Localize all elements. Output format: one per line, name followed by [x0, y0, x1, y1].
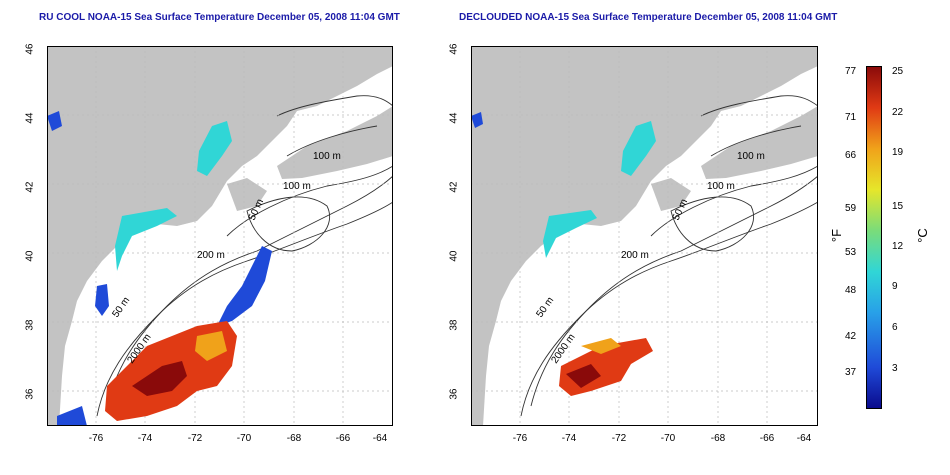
- bathymetry-contours: [96, 95, 393, 417]
- lat-tick: 44: [448, 112, 460, 124]
- lon-tick: -66: [759, 433, 775, 444]
- fahrenheit-tick: 37: [845, 367, 857, 378]
- sst-data-layer: [47, 111, 272, 426]
- fahrenheit-tick: 53: [845, 247, 857, 258]
- celsius-tick: 9: [892, 281, 898, 292]
- celsius-unit-label: °C: [914, 228, 930, 243]
- lat-tick: 38: [24, 319, 36, 331]
- lat-tick: 40: [24, 250, 36, 262]
- fahrenheit-tick: 77: [845, 66, 857, 77]
- celsius-tick: 15: [892, 201, 904, 212]
- lat-tick: 38: [448, 319, 460, 331]
- sst-map-declouded: 100 m 100 m 50 m 200 m 50 m 2000 m: [471, 46, 818, 426]
- fahrenheit-tick: 42: [845, 331, 857, 342]
- lon-tick: -66: [335, 433, 351, 444]
- celsius-tick: 25: [892, 66, 904, 77]
- lon-tick: -72: [611, 433, 627, 444]
- lon-tick: -70: [660, 433, 676, 444]
- lat-tick: 42: [24, 181, 36, 193]
- lon-tick: -64: [796, 433, 812, 444]
- celsius-tick: 3: [892, 363, 898, 374]
- svg-text:100 m: 100 m: [707, 181, 735, 192]
- celsius-tick: 22: [892, 107, 904, 118]
- lon-tick: -76: [88, 433, 104, 444]
- svg-text:100 m: 100 m: [313, 151, 341, 162]
- fahrenheit-unit-label: °F: [829, 228, 845, 243]
- celsius-tick: 6: [892, 322, 898, 333]
- colorbar: [866, 66, 882, 409]
- svg-text:200 m: 200 m: [197, 250, 225, 261]
- lon-tick: -74: [137, 433, 153, 444]
- land-mass: [471, 46, 818, 426]
- fahrenheit-tick: 48: [845, 285, 857, 296]
- right-map-title: DECLOUDED NOAA-15 Sea Surface Temperatur…: [459, 12, 838, 23]
- lon-tick: -74: [561, 433, 577, 444]
- celsius-tick: 12: [892, 241, 904, 252]
- lat-tick: 36: [448, 388, 460, 400]
- lat-tick: 46: [448, 43, 460, 55]
- fahrenheit-tick: 59: [845, 203, 857, 214]
- fahrenheit-tick: 66: [845, 150, 857, 161]
- svg-text:100 m: 100 m: [737, 151, 765, 162]
- lat-tick: 46: [24, 43, 36, 55]
- left-map-title: RU COOL NOAA-15 Sea Surface Temperature …: [39, 12, 400, 23]
- lon-tick: -70: [236, 433, 252, 444]
- lat-tick: 36: [24, 388, 36, 400]
- bathymetry-contours: [520, 95, 818, 417]
- land-mass: [47, 46, 393, 426]
- svg-text:200 m: 200 m: [621, 250, 649, 261]
- lat-tick: 40: [448, 250, 460, 262]
- fahrenheit-tick: 71: [845, 112, 857, 123]
- lon-tick: -68: [286, 433, 302, 444]
- celsius-tick: 19: [892, 147, 904, 158]
- lon-tick: -64: [372, 433, 388, 444]
- lon-tick: -72: [187, 433, 203, 444]
- sst-map-raw: 100 m 100 m 50 m 200 m 50 m 2000 m: [47, 46, 393, 426]
- svg-text:100 m: 100 m: [283, 181, 311, 192]
- sst-data-layer: [471, 112, 656, 396]
- lon-tick: -68: [710, 433, 726, 444]
- lat-tick: 42: [448, 181, 460, 193]
- lat-tick: 44: [24, 112, 36, 124]
- lon-tick: -76: [512, 433, 528, 444]
